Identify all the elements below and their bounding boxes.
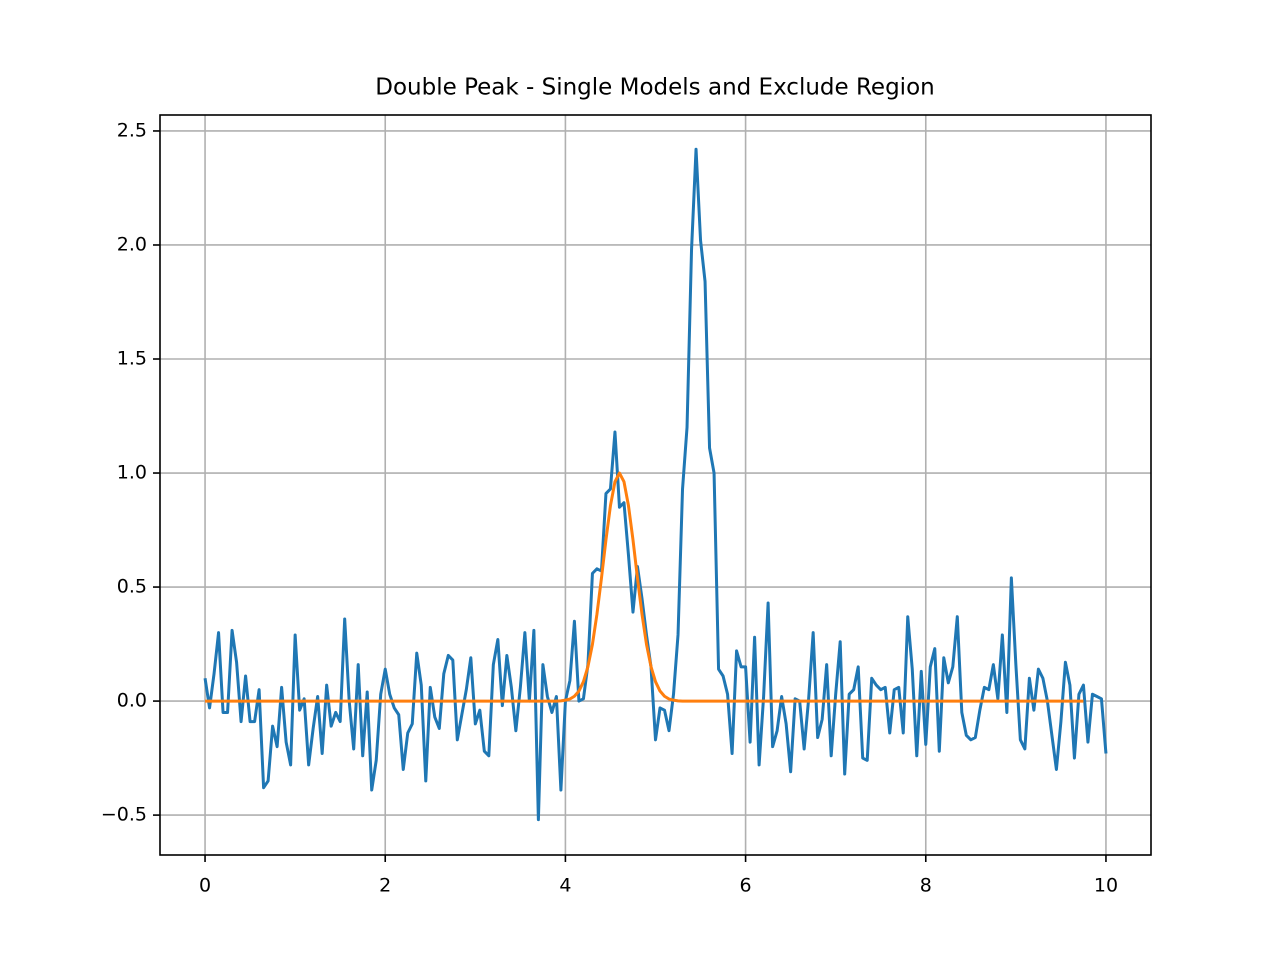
x-tick-label: 6 xyxy=(740,875,752,897)
y-tick-label: 0.0 xyxy=(117,690,147,712)
x-tick-label: 8 xyxy=(920,875,932,897)
axes-frame xyxy=(159,114,1152,856)
data-line xyxy=(205,471,1084,703)
y-tick-label: 2.5 xyxy=(117,119,147,141)
y-tick-label: 2.0 xyxy=(117,233,147,255)
y-tick-label: 1.0 xyxy=(117,462,147,484)
x-tick-label: 0 xyxy=(199,875,211,897)
x-tick-label: 2 xyxy=(379,875,391,897)
chart-title: Double Peak - Single Models and Exclude … xyxy=(375,75,934,101)
x-tick-label: 10 xyxy=(1094,875,1118,897)
y-tick-label: 1.5 xyxy=(117,348,147,370)
data-line xyxy=(203,147,1108,822)
y-tick-label: 0.5 xyxy=(117,576,147,598)
x-tick-label: 4 xyxy=(559,875,571,897)
y-tick-label: −0.5 xyxy=(101,804,147,826)
